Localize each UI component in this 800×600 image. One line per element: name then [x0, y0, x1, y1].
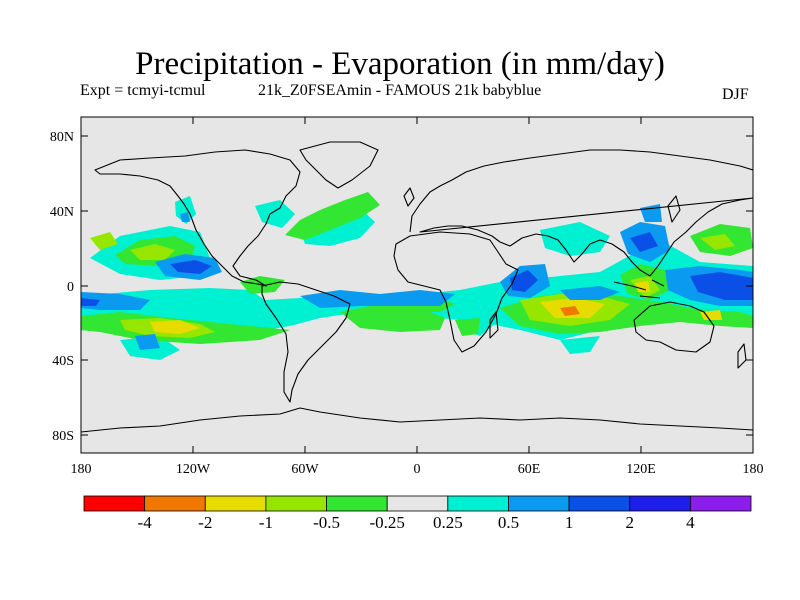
colorbar-swatch	[508, 495, 570, 512]
contour-positive-moderate	[300, 290, 455, 308]
colorbar	[83, 495, 752, 512]
madagascar-coast	[489, 311, 499, 339]
experiment-label: Expt = tcmyi-tcmul	[80, 82, 206, 99]
colorbar-label: -0.25	[369, 513, 404, 532]
contour-positive-strong	[170, 260, 212, 274]
y-tick-label: 40N	[50, 205, 74, 220]
x-tick-label: 60E	[518, 462, 541, 477]
africa-coast	[393, 231, 519, 353]
indonesia-coast	[613, 279, 665, 299]
x-tick-label: 0	[414, 462, 421, 477]
colorbar-swatch	[144, 495, 206, 512]
north-america-coast	[94, 149, 301, 287]
colorbar-label: 0.25	[433, 513, 463, 532]
contour-negative-moderate	[130, 244, 175, 260]
colorbar-label: -0.5	[313, 513, 340, 532]
colorbar-swatch	[83, 495, 146, 512]
axis-ticks	[81, 117, 753, 453]
uk-coast	[403, 187, 415, 207]
season-label: DJF	[722, 86, 749, 103]
contour-positive-moderate	[135, 334, 160, 350]
colorbar-swatch	[689, 495, 752, 512]
colorbar-swatch	[568, 495, 631, 512]
x-tick-label: 120E	[626, 462, 656, 477]
contour-positive-moderate	[81, 292, 150, 310]
y-tick-label: 40S	[52, 354, 74, 369]
contour-negative-strong	[635, 281, 650, 292]
y-axis-labels: 80N 40N 0 40S 80S	[50, 130, 74, 444]
colorbar-label: 1	[565, 513, 574, 532]
colorbar-swatch	[204, 495, 267, 512]
x-tick-label: 180	[71, 462, 92, 477]
contour-negative-weak	[285, 192, 380, 240]
contour-negative-weak	[455, 318, 480, 336]
y-tick-label: 0	[67, 280, 74, 295]
colorbar-swatch	[386, 495, 449, 512]
contour-positive-moderate	[560, 286, 620, 300]
colorbar-swatch	[265, 495, 327, 512]
colorbar-swatch	[326, 495, 388, 512]
run-label: 21k_Z0FSEAmin - FAMOUS 21k babyblue	[258, 82, 542, 99]
contour-negative-strong	[150, 320, 200, 334]
x-tick-label: 180	[743, 462, 764, 477]
y-tick-label: 80S	[52, 429, 74, 444]
contour-positive-weak	[540, 222, 610, 256]
contour-positive-strong	[690, 272, 753, 300]
eurasia-coast	[409, 149, 753, 277]
contour-negative-moderate	[700, 234, 735, 250]
colorbar-label: -2	[198, 513, 212, 532]
contour-positive-weak	[560, 336, 600, 354]
antarctica-coast	[81, 407, 753, 433]
contour-positive-weak	[255, 200, 295, 228]
colorbar-label: -4	[138, 513, 153, 532]
contour-positive-strong	[630, 232, 658, 252]
colorbar-label: 2	[625, 513, 634, 532]
colorbar-swatch	[447, 495, 509, 512]
contour-negative-moderate	[90, 232, 118, 250]
contour-negative-strong	[700, 310, 722, 320]
colorbar-label: -1	[259, 513, 273, 532]
x-tick-label: 60W	[291, 462, 319, 477]
contour-positive-strong	[510, 270, 538, 292]
contour-positive-strong	[81, 298, 100, 306]
chart-title: Precipitation - Evaporation (in mm/day)	[135, 46, 665, 82]
colorbar-label: 4	[686, 513, 695, 532]
x-tick-label: 120W	[176, 462, 211, 477]
greenland-coast	[299, 141, 379, 189]
colorbar-swatch	[629, 495, 691, 512]
japan-coast	[667, 195, 681, 223]
colorbar-labels: -4 -2 -1 -0.5 -0.25 0.25 0.5 1 2 4	[138, 513, 696, 532]
coastlines	[81, 141, 753, 433]
contour-negative-very-strong	[560, 306, 580, 316]
colorbar-label: 0.5	[498, 513, 519, 532]
australia-coast	[633, 301, 715, 353]
y-tick-label: 80N	[50, 130, 74, 145]
x-axis-labels: 180 120W 60W 0 60E 120E 180	[71, 462, 764, 477]
south-america-coast	[261, 281, 351, 403]
contour-positive-moderate	[180, 212, 190, 222]
